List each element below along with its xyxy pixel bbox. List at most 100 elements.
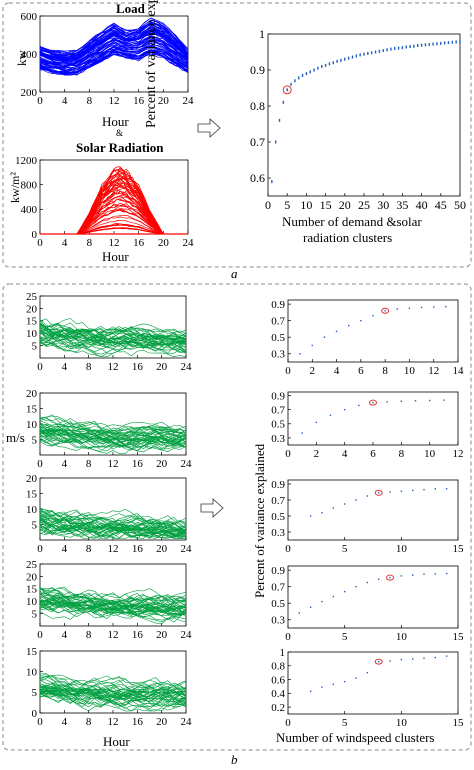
load-series-line	[39, 30, 189, 61]
wind-series-line	[39, 518, 187, 539]
y-tick-label: 200	[21, 87, 38, 99]
y-tick-label: 5	[32, 608, 38, 620]
elbow-a-point	[397, 46, 400, 50]
elbow-b-point	[309, 606, 312, 609]
wind-series-line	[39, 433, 187, 453]
solar-series-line	[76, 220, 164, 235]
x-tick-label: 50	[454, 198, 466, 212]
panel-b-frame	[2, 283, 472, 751]
y-tick-label: 0.6	[271, 674, 285, 686]
x-tick-label: 8	[86, 361, 92, 373]
x-tick-label: 20	[158, 237, 170, 249]
elbow-b-point	[443, 399, 445, 401]
elbow-b-point	[389, 491, 391, 493]
y-tick-label: 0.3	[271, 349, 285, 361]
elbow-a-point	[374, 50, 377, 54]
elbow-a-point	[347, 56, 350, 60]
x-tick-label: 0	[37, 629, 43, 641]
wind-chart-3: 0 4 8 12 16 20 24 5 10 15 20	[26, 473, 192, 555]
load-series-line	[39, 31, 189, 63]
solar-series-line	[76, 216, 164, 235]
elbow-b-chart-4: 0 5 10 15 0.3 0.5 0.7 0.9	[271, 565, 464, 643]
x-tick-label: 45	[435, 198, 447, 212]
x-tick-label: 16	[133, 237, 145, 249]
elbow-b-point	[384, 310, 386, 312]
elbow-a-point	[370, 51, 373, 55]
wind-series-line	[39, 415, 187, 438]
wind-series-line	[39, 435, 187, 454]
wind-series-line	[39, 421, 187, 448]
y-tick-label: 0.8	[250, 99, 265, 113]
y-tick-label: 400	[21, 49, 38, 61]
elbow-b-point	[428, 399, 431, 402]
elbow-b-point	[400, 490, 403, 492]
wind-series-line	[39, 334, 187, 354]
elbow-b-point	[301, 432, 303, 434]
wind-series-line	[39, 323, 187, 342]
x-tick-label: 0	[285, 543, 291, 555]
elbow-a-point	[359, 53, 361, 57]
elbow-b-highlight	[374, 658, 383, 665]
wind-series-line	[39, 327, 187, 347]
y-tick-label: 5	[32, 434, 38, 446]
elbow-a-point	[367, 51, 369, 55]
elbow-b-chart-2: 0 2 4 6 8 10 12 0.3 0.5 0.7 0.9	[271, 390, 463, 460]
x-tick-label: 20	[156, 716, 168, 728]
elbow-b-point	[433, 306, 435, 308]
wind-series-line	[39, 513, 187, 533]
wind-series-line	[39, 431, 187, 444]
wind-series-line	[39, 429, 187, 452]
x-tick-label: 24	[183, 237, 195, 249]
wind-series-line	[39, 326, 187, 344]
elbow-b-point	[372, 401, 374, 404]
y-tick-label: 0.4	[271, 688, 285, 700]
elbow-b-point	[423, 657, 425, 659]
x-tick-label: 0	[285, 365, 291, 377]
x-tick-label: 5	[342, 631, 348, 643]
wind-series-line	[39, 677, 187, 693]
y-tick-label: 20	[26, 571, 38, 583]
x-tick-label: 4	[334, 365, 340, 377]
elbow-b-point	[400, 575, 403, 577]
x-tick-label: 0	[37, 95, 43, 107]
load-series-line	[39, 26, 189, 58]
x-tick-label: 16	[132, 458, 144, 470]
elbow-a-point	[324, 63, 327, 67]
elbow-a-point	[443, 41, 446, 45]
elbow-b-point	[445, 655, 448, 657]
x-tick-label: 10	[396, 631, 408, 643]
wind-series-line	[39, 422, 187, 445]
elbow-a-point	[440, 41, 442, 45]
elbow-b-point	[332, 507, 335, 509]
elbow-a-point	[328, 62, 331, 66]
solar-series-line	[76, 214, 164, 235]
y-tick-label: 0.7	[271, 582, 285, 594]
y-tick-label: 0.9	[271, 479, 285, 491]
x-tick-label: 8	[382, 365, 388, 377]
y-tick-label: 0.5	[271, 419, 285, 431]
y-tick-label: 0.8	[271, 661, 285, 673]
elbow-b-point	[311, 344, 313, 347]
elbow-b-chart-1-frame	[287, 299, 459, 363]
x-tick-label: 4	[62, 361, 68, 373]
y-tick-label: 0.7	[271, 405, 285, 417]
solar-series-line	[76, 223, 164, 235]
elbow-b-chart-3-frame	[287, 479, 459, 541]
load-series-line	[39, 50, 189, 74]
wind-series-line	[39, 318, 187, 349]
elbow-b-point	[408, 307, 411, 309]
ampersand-label: &	[116, 128, 124, 138]
wind-series-line	[39, 677, 187, 694]
load-series-line	[39, 44, 189, 72]
wind-series-line	[39, 519, 187, 539]
wind-series-line	[39, 328, 187, 350]
y-tick-label: 0.6	[250, 171, 265, 185]
elbow-a-point	[298, 76, 300, 80]
load-series-line	[39, 23, 189, 56]
y-tick-label: 10	[26, 596, 38, 608]
elbow-b-point	[309, 690, 312, 692]
y-tick-label: 10	[26, 419, 38, 431]
x-tick-label: 12	[108, 458, 119, 470]
x-tick-label: 5	[284, 198, 290, 212]
